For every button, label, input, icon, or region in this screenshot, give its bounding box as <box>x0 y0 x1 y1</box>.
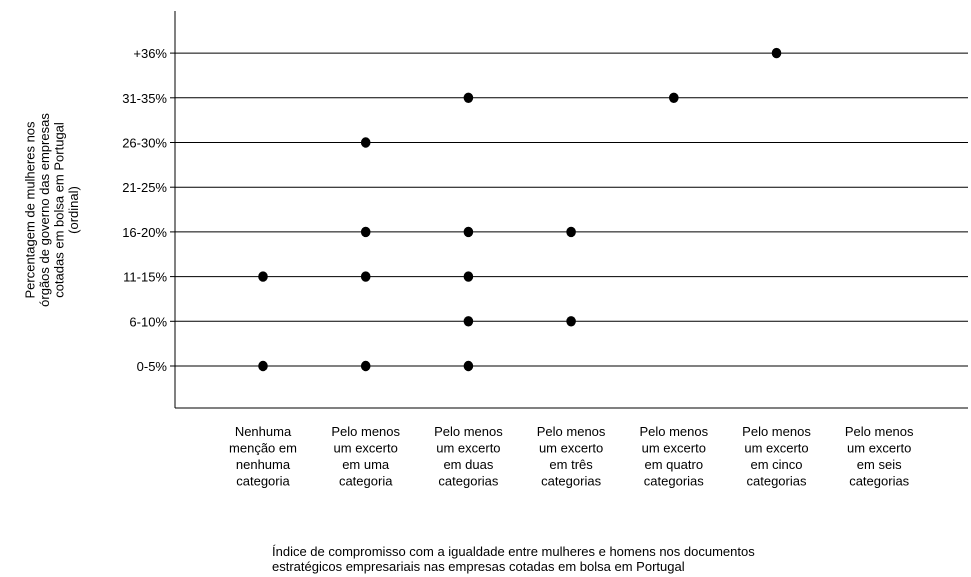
x-category-label-line: menção em <box>229 441 297 456</box>
x-category-label-line: Pelo menos <box>639 424 708 439</box>
y-tick-label: 6-10% <box>129 314 167 329</box>
y-axis-title-line: (ordinal) <box>66 186 81 234</box>
y-tick-label: 16-20% <box>122 225 167 240</box>
x-axis-title-line: Índice de compromisso com a igualdade en… <box>272 544 755 559</box>
data-point <box>463 360 474 372</box>
x-category-label-line: Pelo menos <box>331 424 400 439</box>
data-point <box>566 226 576 238</box>
data-point <box>463 226 474 238</box>
x-category-label-line: categorias <box>849 474 909 489</box>
x-category-label-line: em três <box>549 457 593 472</box>
x-category-label-line: categorias <box>747 474 807 489</box>
data-point <box>771 47 782 59</box>
data-point <box>463 271 474 282</box>
y-tick-label: 11-15% <box>123 270 167 285</box>
x-category-label-line: Pelo menos <box>434 424 503 439</box>
x-category-label: Pelo menos um excerto em seis categorias <box>845 424 914 489</box>
x-category-label-line: categorias <box>644 474 704 489</box>
x-category-label-line: categoria <box>236 474 290 489</box>
x-category-label-line: em cinco <box>750 457 802 472</box>
y-tick-label: +36% <box>133 46 167 61</box>
y-tick-label: 0-5% <box>137 359 168 374</box>
x-category-label-line: um excerto <box>847 441 911 456</box>
y-tick-label: 31-35% <box>122 91 167 106</box>
data-point <box>360 360 371 372</box>
x-category-label: Pelo menos um excerto em quatro categorias <box>639 424 708 489</box>
x-category-label: Pelo menos um excerto em duas categorias <box>434 424 503 489</box>
data-point <box>360 137 371 148</box>
x-axis-title-text: Índice de compromisso com a igualdade en… <box>272 544 755 574</box>
x-category-label: Pelo menos um excerto em três categorias <box>537 424 606 489</box>
x-category-label-line: categorias <box>438 474 498 489</box>
y-axis-title-line: Percentagem de mulheres nos <box>22 121 37 299</box>
x-axis-title: Índice de compromisso com a igualdade en… <box>272 544 755 574</box>
data-point <box>360 271 371 282</box>
y-axis-title: Percentagem de mulheres nosórgãos de gov… <box>22 113 81 307</box>
x-category-label-line: Pelo menos <box>845 424 914 439</box>
data-points <box>258 47 782 372</box>
x-category-label: Nenhuma menção em nenhuma categoria <box>229 424 297 489</box>
data-point <box>258 271 268 282</box>
y-axis-title-text: Percentagem de mulheres nosórgãos de gov… <box>22 113 81 307</box>
x-category-label-line: categorias <box>541 474 601 489</box>
y-tick-labels: 0-5% 6-10% 11-15% 16-20% 21-25% 26-30% 31-35% +… <box>122 46 167 374</box>
data-point <box>360 226 371 238</box>
x-category-label-line: um excerto <box>642 441 706 456</box>
x-category-label-line: um excerto <box>744 441 808 456</box>
x-category-label-line: um excerto <box>334 441 398 456</box>
x-axis-title-line: estratégicos empresariais nas empresas c… <box>272 559 685 574</box>
x-category-label-line: em quatro <box>645 457 704 472</box>
data-point <box>463 92 474 104</box>
x-category-label-line: em seis <box>857 457 902 472</box>
y-tick-label: 26-30% <box>122 136 167 151</box>
x-category-label: Pelo menos um excerto em cinco categorias <box>742 424 811 489</box>
x-category-label-line: categoria <box>339 474 393 489</box>
x-category-label-line: Pelo menos <box>537 424 606 439</box>
data-point <box>258 360 268 372</box>
data-point <box>669 92 679 104</box>
x-category-label-line: um excerto <box>539 441 603 456</box>
y-tick-label: 21-25% <box>122 180 167 195</box>
x-category-label-line: em uma <box>342 457 390 472</box>
data-point <box>463 316 474 327</box>
x-category-label: Pelo menos um excerto em uma categoria <box>331 424 400 489</box>
x-category-label-line: nenhuma <box>236 457 291 472</box>
x-category-label-line: em duas <box>443 457 493 472</box>
grid-lines <box>175 52 968 367</box>
y-axis-title-line: órgãos de governo das empresas <box>37 113 52 307</box>
x-category-label-line: Pelo menos <box>742 424 811 439</box>
x-category-label-line: um excerto <box>436 441 500 456</box>
y-axis-title-line: cotadas em bolsa em Portugal <box>51 122 66 298</box>
data-point <box>566 316 576 327</box>
x-category-label-line: Nenhuma <box>235 424 292 439</box>
axes <box>170 11 968 409</box>
